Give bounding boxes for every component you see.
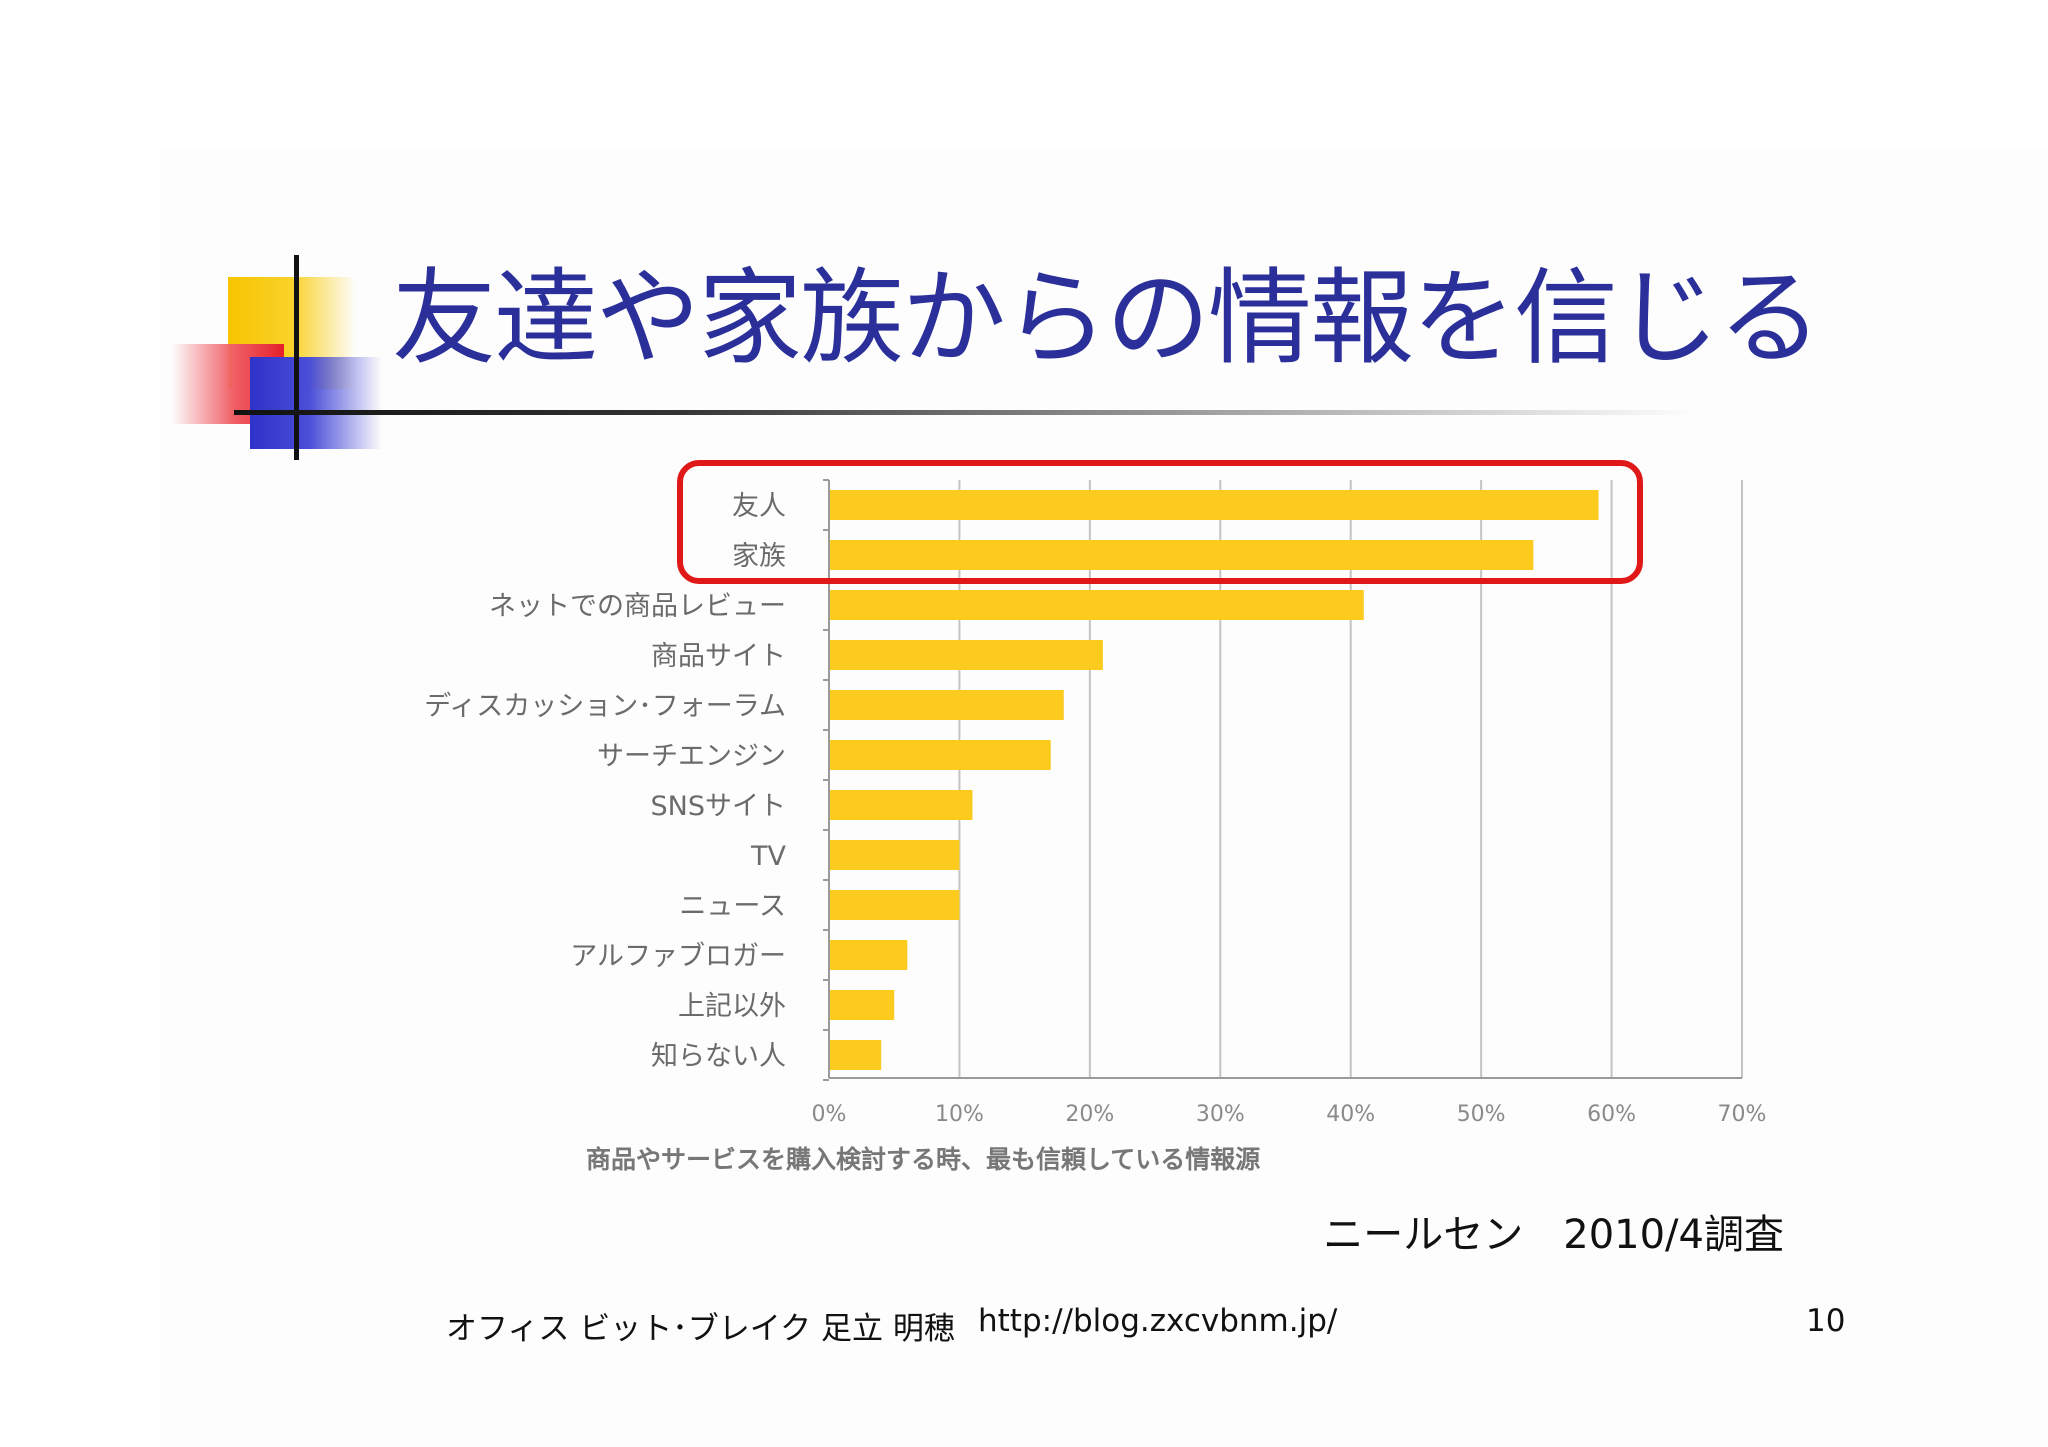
logo-blue-square <box>250 357 382 449</box>
x-tick-label: 0% <box>812 1102 847 1127</box>
bar <box>830 990 895 1020</box>
x-tick-label: 30% <box>1196 1102 1245 1127</box>
category-label: ネットでの商品レビュー <box>489 591 786 622</box>
x-tick-label: 60% <box>1587 1102 1636 1127</box>
category-label: 友人 <box>732 491 786 522</box>
bar <box>830 540 1534 570</box>
category-label: アルファブロガー <box>570 941 786 972</box>
bar <box>830 1040 882 1070</box>
category-label: サーチエンジン <box>597 741 786 772</box>
x-tick-label: 20% <box>1065 1102 1114 1127</box>
category-label: ニュース <box>679 891 786 922</box>
bar <box>830 840 960 870</box>
x-tick-label: 70% <box>1718 1102 1767 1127</box>
category-label: 商品サイト <box>651 641 786 672</box>
x-tick-label: 40% <box>1326 1102 1375 1127</box>
bar <box>830 740 1051 770</box>
page-number: 10 <box>1806 1303 1846 1339</box>
footer-author: オフィス ビット･ブレイク 足立 明穂 <box>446 1311 955 1347</box>
bar <box>830 690 1064 720</box>
bar <box>830 490 1599 520</box>
slide-title: 友達や家族からの情報を信じる <box>392 257 1822 379</box>
x-tick-label: 50% <box>1457 1102 1506 1127</box>
category-label: 知らない人 <box>651 1041 786 1072</box>
category-label: TV <box>750 841 786 872</box>
title-underline <box>234 410 1694 415</box>
logo-vertical-line <box>294 255 299 460</box>
category-label: SNSサイト <box>651 791 786 822</box>
category-label: 家族 <box>732 541 786 572</box>
x-tick-label: 10% <box>935 1102 984 1127</box>
bar <box>830 590 1364 620</box>
highlight-box <box>677 460 1643 584</box>
footer-url: http://blog.zxcvbnm.jp/ <box>978 1303 1338 1339</box>
slide-background <box>160 150 2048 1447</box>
source-note: ニールセン 2010/4調査 <box>1323 1212 1784 1258</box>
category-label: 上記以外 <box>678 991 786 1022</box>
x-axis-label: 商品やサービスを購入検討する時、最も信頼している情報源 <box>586 1145 1260 1174</box>
bar <box>830 640 1103 670</box>
bar <box>830 890 960 920</box>
bar <box>830 940 908 970</box>
category-label: ディスカッション･フォーラム <box>424 691 786 722</box>
bar <box>830 790 973 820</box>
